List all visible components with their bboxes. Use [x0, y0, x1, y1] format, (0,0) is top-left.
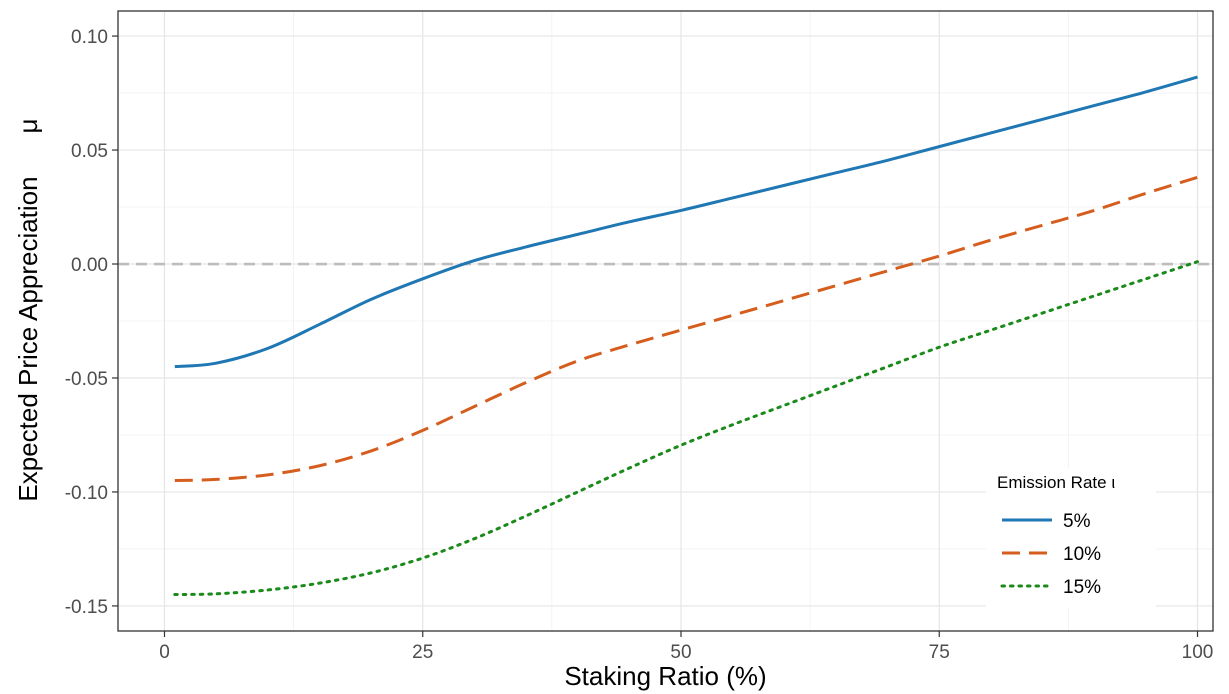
x-tick-label: 75 — [929, 642, 950, 663]
y-axis-title-symbol: μ — [13, 119, 43, 134]
y-tick-label: -0.15 — [65, 597, 108, 618]
y-tick-label: -0.10 — [65, 483, 108, 504]
series-line-3 — [173, 260, 1199, 597]
minor-gridlines — [118, 11, 1213, 631]
y-tick-label: 0.00 — [71, 255, 108, 276]
legend-background — [986, 468, 1156, 608]
x-axis-title: Staking Ratio (%) — [564, 661, 766, 691]
x-tick-label: 25 — [412, 642, 433, 663]
y-axis-tick-labels: 0.10 0.05 0.00 -0.05 -0.10 -0.15 — [65, 27, 108, 618]
y-axis-title: Expected Price Appreciation — [13, 176, 43, 501]
series-line-2 — [174, 175, 1198, 483]
x-axis-tick-labels: 0 25 50 75 100 — [159, 642, 1213, 663]
axis-ticks — [112, 35, 1199, 637]
y-axis-title-group: Expected Price Appreciation μ — [13, 119, 43, 502]
x-tick-label: 50 — [670, 642, 691, 663]
series-line-1 — [174, 75, 1198, 369]
series-lines — [173, 75, 1199, 597]
legend-label-3: 15% — [1063, 577, 1101, 598]
y-tick-label: 0.10 — [71, 27, 108, 48]
legend-label-2: 10% — [1063, 544, 1101, 565]
x-tick-label: 100 — [1182, 642, 1214, 663]
legend: Emission Rate ι 5% 10% 15% — [986, 468, 1156, 608]
legend-items: 5% 10% 15% — [1000, 511, 1101, 598]
x-tick-label: 0 — [159, 642, 170, 663]
y-tick-label: 0.05 — [71, 141, 108, 162]
y-tick-label: -0.05 — [65, 369, 108, 390]
plot-panel-border — [117, 10, 1214, 632]
legend-label-1: 5% — [1063, 511, 1091, 532]
legend-title: Emission Rate ι — [997, 473, 1115, 492]
